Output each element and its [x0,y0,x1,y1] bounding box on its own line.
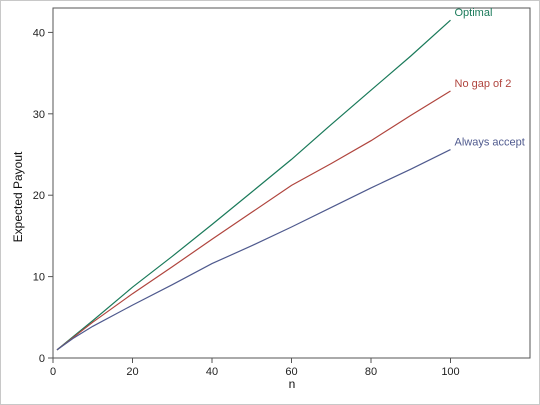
x-tick-label: 100 [441,366,459,378]
series-line-optimal [56,19,451,351]
axes [52,7,531,359]
y-tick-label: 30 [33,109,45,121]
series-label-no-gap-of-2: No gap of 2 [455,78,512,90]
y-tick-label: 0 [39,353,45,365]
x-axis-ticks: 0 20 40 60 80 100 [50,358,460,378]
y-tick-label: 20 [33,190,45,202]
x-tick-label: 80 [365,366,377,378]
y-tick-label: 10 [33,272,45,284]
x-tick-label: 60 [285,366,297,378]
series-lines [56,19,451,351]
y-axis-title: Expected Payout [11,151,25,242]
plot-area-border [52,7,531,359]
series-line-always-accept [56,149,451,351]
series-label-always-accept: Always accept [455,137,525,149]
y-axis-ticks: 0 10 20 30 40 [33,27,53,365]
series-line-no-gap-of-2 [56,90,451,351]
series-label-optimal: Optimal [455,7,493,19]
series-labels: Optimal No gap of 2 Always accept [455,7,525,148]
x-tick-label: 0 [50,366,56,378]
x-tick-label: 20 [126,366,138,378]
x-axis-title: n [289,377,296,391]
x-tick-label: 40 [206,366,218,378]
y-tick-label: 40 [33,27,45,39]
